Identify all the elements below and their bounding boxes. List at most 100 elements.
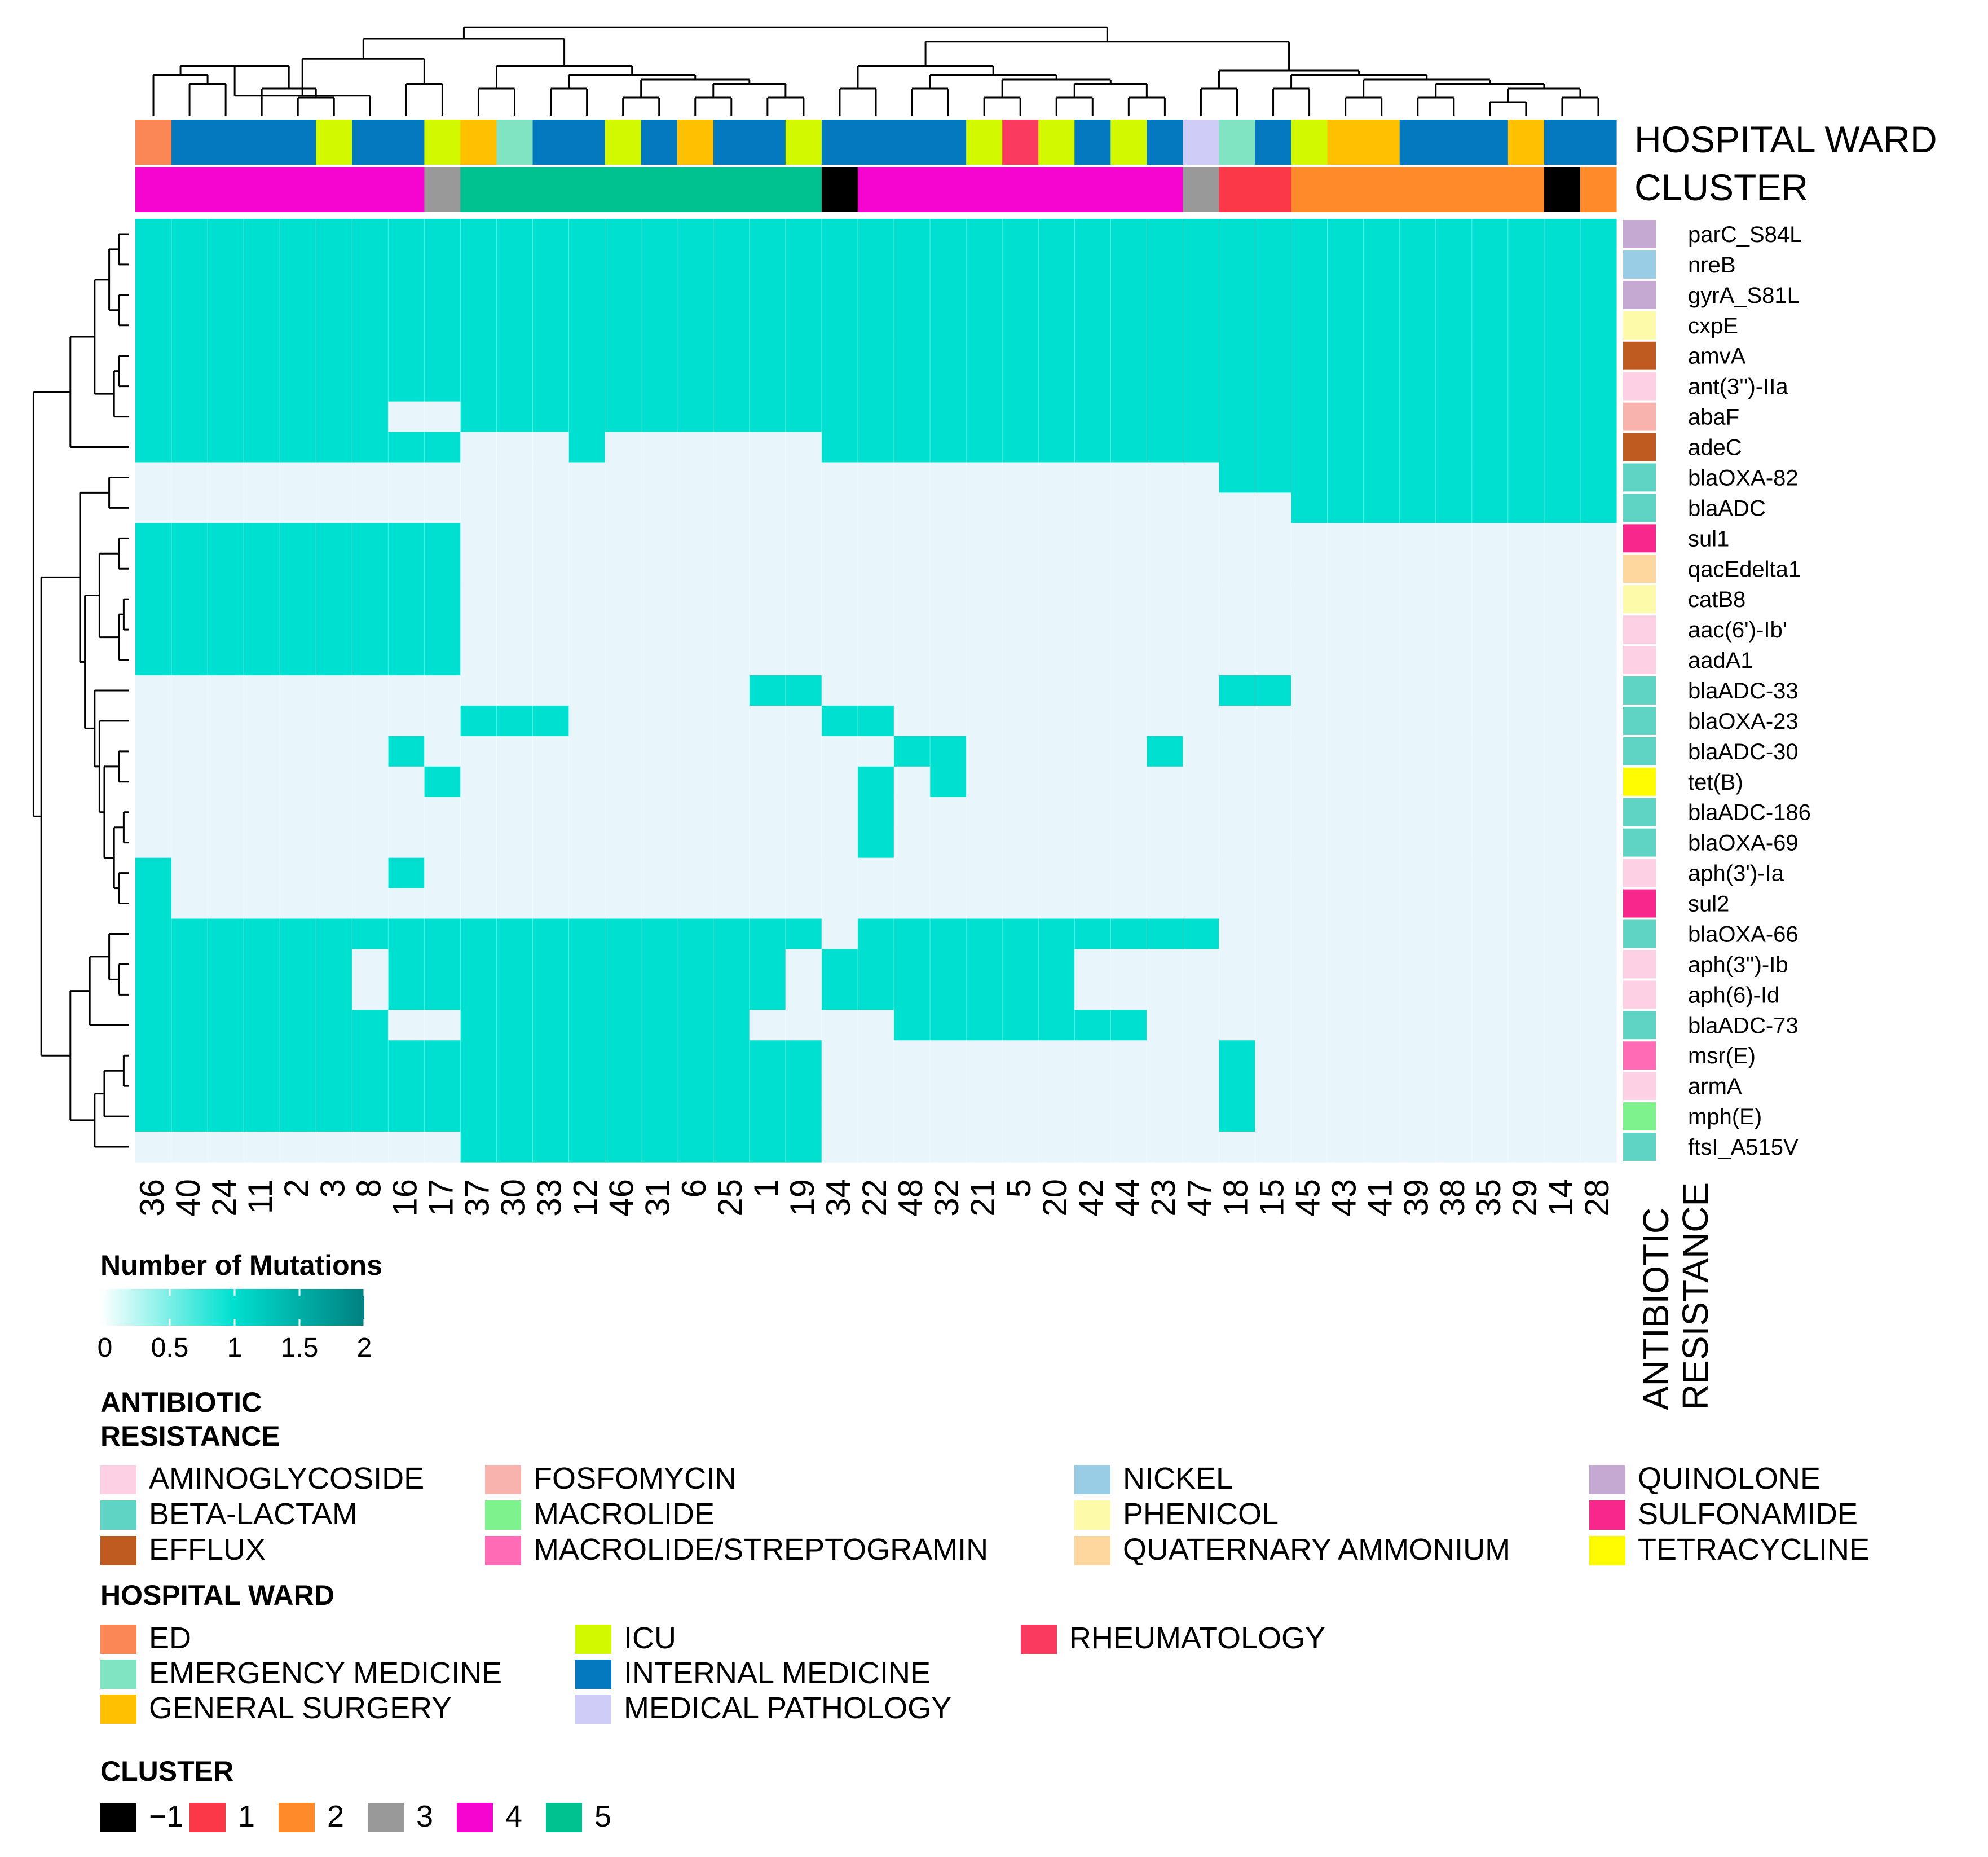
- heatmap-cell: [1399, 462, 1436, 494]
- heatmap-cell: [1363, 1040, 1400, 1071]
- heatmap-cell: [1038, 1071, 1075, 1102]
- heatmap-cell: [1544, 1132, 1581, 1163]
- heatmap-cell: [316, 827, 352, 859]
- heatmap-cell: [352, 888, 389, 919]
- heatmap-cell: [316, 888, 352, 919]
- heatmap-cell: [1544, 371, 1581, 402]
- row-labels: parC_S84LnreBgyrA_S81LcxpEamvAant(3'')-I…: [1688, 222, 1811, 1160]
- heatmap-cell: [1507, 888, 1545, 919]
- column-label: 41: [1361, 1179, 1399, 1217]
- heatmap-cell: [316, 371, 352, 402]
- heatmap-cell: [424, 766, 461, 798]
- heatmap-cell: [1038, 401, 1075, 433]
- heatmap-cell: [352, 736, 389, 767]
- heatmap-cell: [1147, 279, 1184, 311]
- heatmap-cell: [1219, 766, 1256, 798]
- heatmap-cell: [1363, 1132, 1400, 1163]
- heatmap-cell: [749, 1010, 786, 1041]
- heatmap-cell: [496, 797, 534, 828]
- heatmap-cell: [1580, 1040, 1617, 1071]
- heatmap-cell: [605, 584, 642, 615]
- heatmap-cell: [749, 918, 786, 950]
- heatmap-cell: [785, 675, 822, 706]
- heatmap-cell: [208, 553, 244, 584]
- heatmap-cell: [605, 1040, 642, 1071]
- heatmap-cell: [677, 401, 714, 433]
- heatmap-cell: [244, 340, 280, 372]
- heatmap-cell: [388, 675, 425, 706]
- heatmap-cell: [605, 827, 642, 859]
- heatmap-cell: [1147, 492, 1184, 523]
- heatmap-cell: [1219, 219, 1256, 250]
- heatmap-cell: [568, 401, 606, 433]
- column-label: 15: [1253, 1179, 1291, 1217]
- heatmap-cell: [280, 523, 316, 554]
- heatmap-cell: [208, 1040, 244, 1071]
- heatmap-cell: [966, 584, 1003, 615]
- heatmap-cell: [208, 1071, 244, 1102]
- heatmap-cell: [749, 645, 786, 676]
- heatmap-cell: [1363, 584, 1400, 615]
- heatmap-cell: [135, 1071, 172, 1102]
- heatmap-cell: [1038, 340, 1075, 372]
- resistance-class-cell: [1623, 646, 1656, 675]
- heatmap-cell: [171, 857, 208, 889]
- heatmap-cell: [1110, 584, 1147, 615]
- heatmap-cell: [208, 888, 244, 919]
- heatmap-cell: [1183, 1010, 1220, 1041]
- heatmap-cell: [1074, 675, 1111, 706]
- heatmap-cell: [785, 310, 822, 341]
- heatmap-cell: [641, 949, 678, 980]
- heatmap-cell: [460, 705, 497, 737]
- resistance-class-cell: [1623, 737, 1656, 765]
- heatmap-cell: [713, 949, 750, 980]
- heatmap-cell: [1544, 614, 1581, 645]
- heatmap-cell: [1002, 918, 1039, 950]
- legend-label: TETRACYCLINE: [1638, 1533, 1870, 1566]
- heatmap-cell: [1219, 614, 1256, 645]
- heatmap-cell: [713, 310, 750, 341]
- legend-label: 4: [505, 1799, 522, 1833]
- column-label: 22: [856, 1179, 893, 1217]
- heatmap-cell: [460, 249, 497, 280]
- cluster-annotation-title: CLUSTER: [1634, 166, 1808, 208]
- heatmap-cell: [677, 888, 714, 919]
- heatmap-cell: [1471, 675, 1509, 706]
- heatmap-cell: [1074, 797, 1111, 828]
- heatmap-cell: [460, 310, 497, 341]
- heatmap-cell: [316, 340, 352, 372]
- heatmap-cell: [352, 797, 389, 828]
- cluster-cell: [1471, 167, 1509, 212]
- heatmap-cell: [1291, 979, 1328, 1010]
- heatmap-cell: [966, 766, 1003, 798]
- heatmap-cell: [930, 401, 967, 433]
- heatmap-cell: [1147, 310, 1184, 341]
- heatmap-cell: [352, 523, 389, 554]
- heatmap-cell: [713, 1101, 750, 1132]
- heatmap-cell: [496, 1040, 534, 1071]
- hospital-ward-cell: [677, 120, 714, 165]
- heatmap-cell: [605, 614, 642, 645]
- heatmap-cell: [135, 918, 172, 950]
- heatmap-cell: [821, 766, 858, 798]
- heatmap-cell: [1291, 797, 1328, 828]
- heatmap-cell: [1544, 279, 1581, 311]
- heatmap-cell: [208, 432, 244, 463]
- heatmap-cell: [1580, 1132, 1617, 1163]
- heatmap-cell: [244, 1101, 280, 1132]
- heatmap-cell: [316, 949, 352, 980]
- heatmap-cell: [1471, 736, 1509, 767]
- heatmap-cell: [1183, 1040, 1220, 1071]
- heatmap-cell: [1291, 1010, 1328, 1041]
- heatmap-cell: [821, 857, 858, 889]
- heatmap-cell: [171, 1071, 208, 1102]
- heatmap-cell: [1580, 249, 1617, 280]
- heatmap-cell: [1183, 1101, 1220, 1132]
- heatmap-cell: [1110, 736, 1147, 767]
- heatmap-cell: [424, 857, 461, 889]
- heatmap-cell: [677, 310, 714, 341]
- heatmap-cell: [1327, 797, 1364, 828]
- heatmap-cell: [821, 432, 858, 463]
- heatmap-cell: [388, 401, 425, 433]
